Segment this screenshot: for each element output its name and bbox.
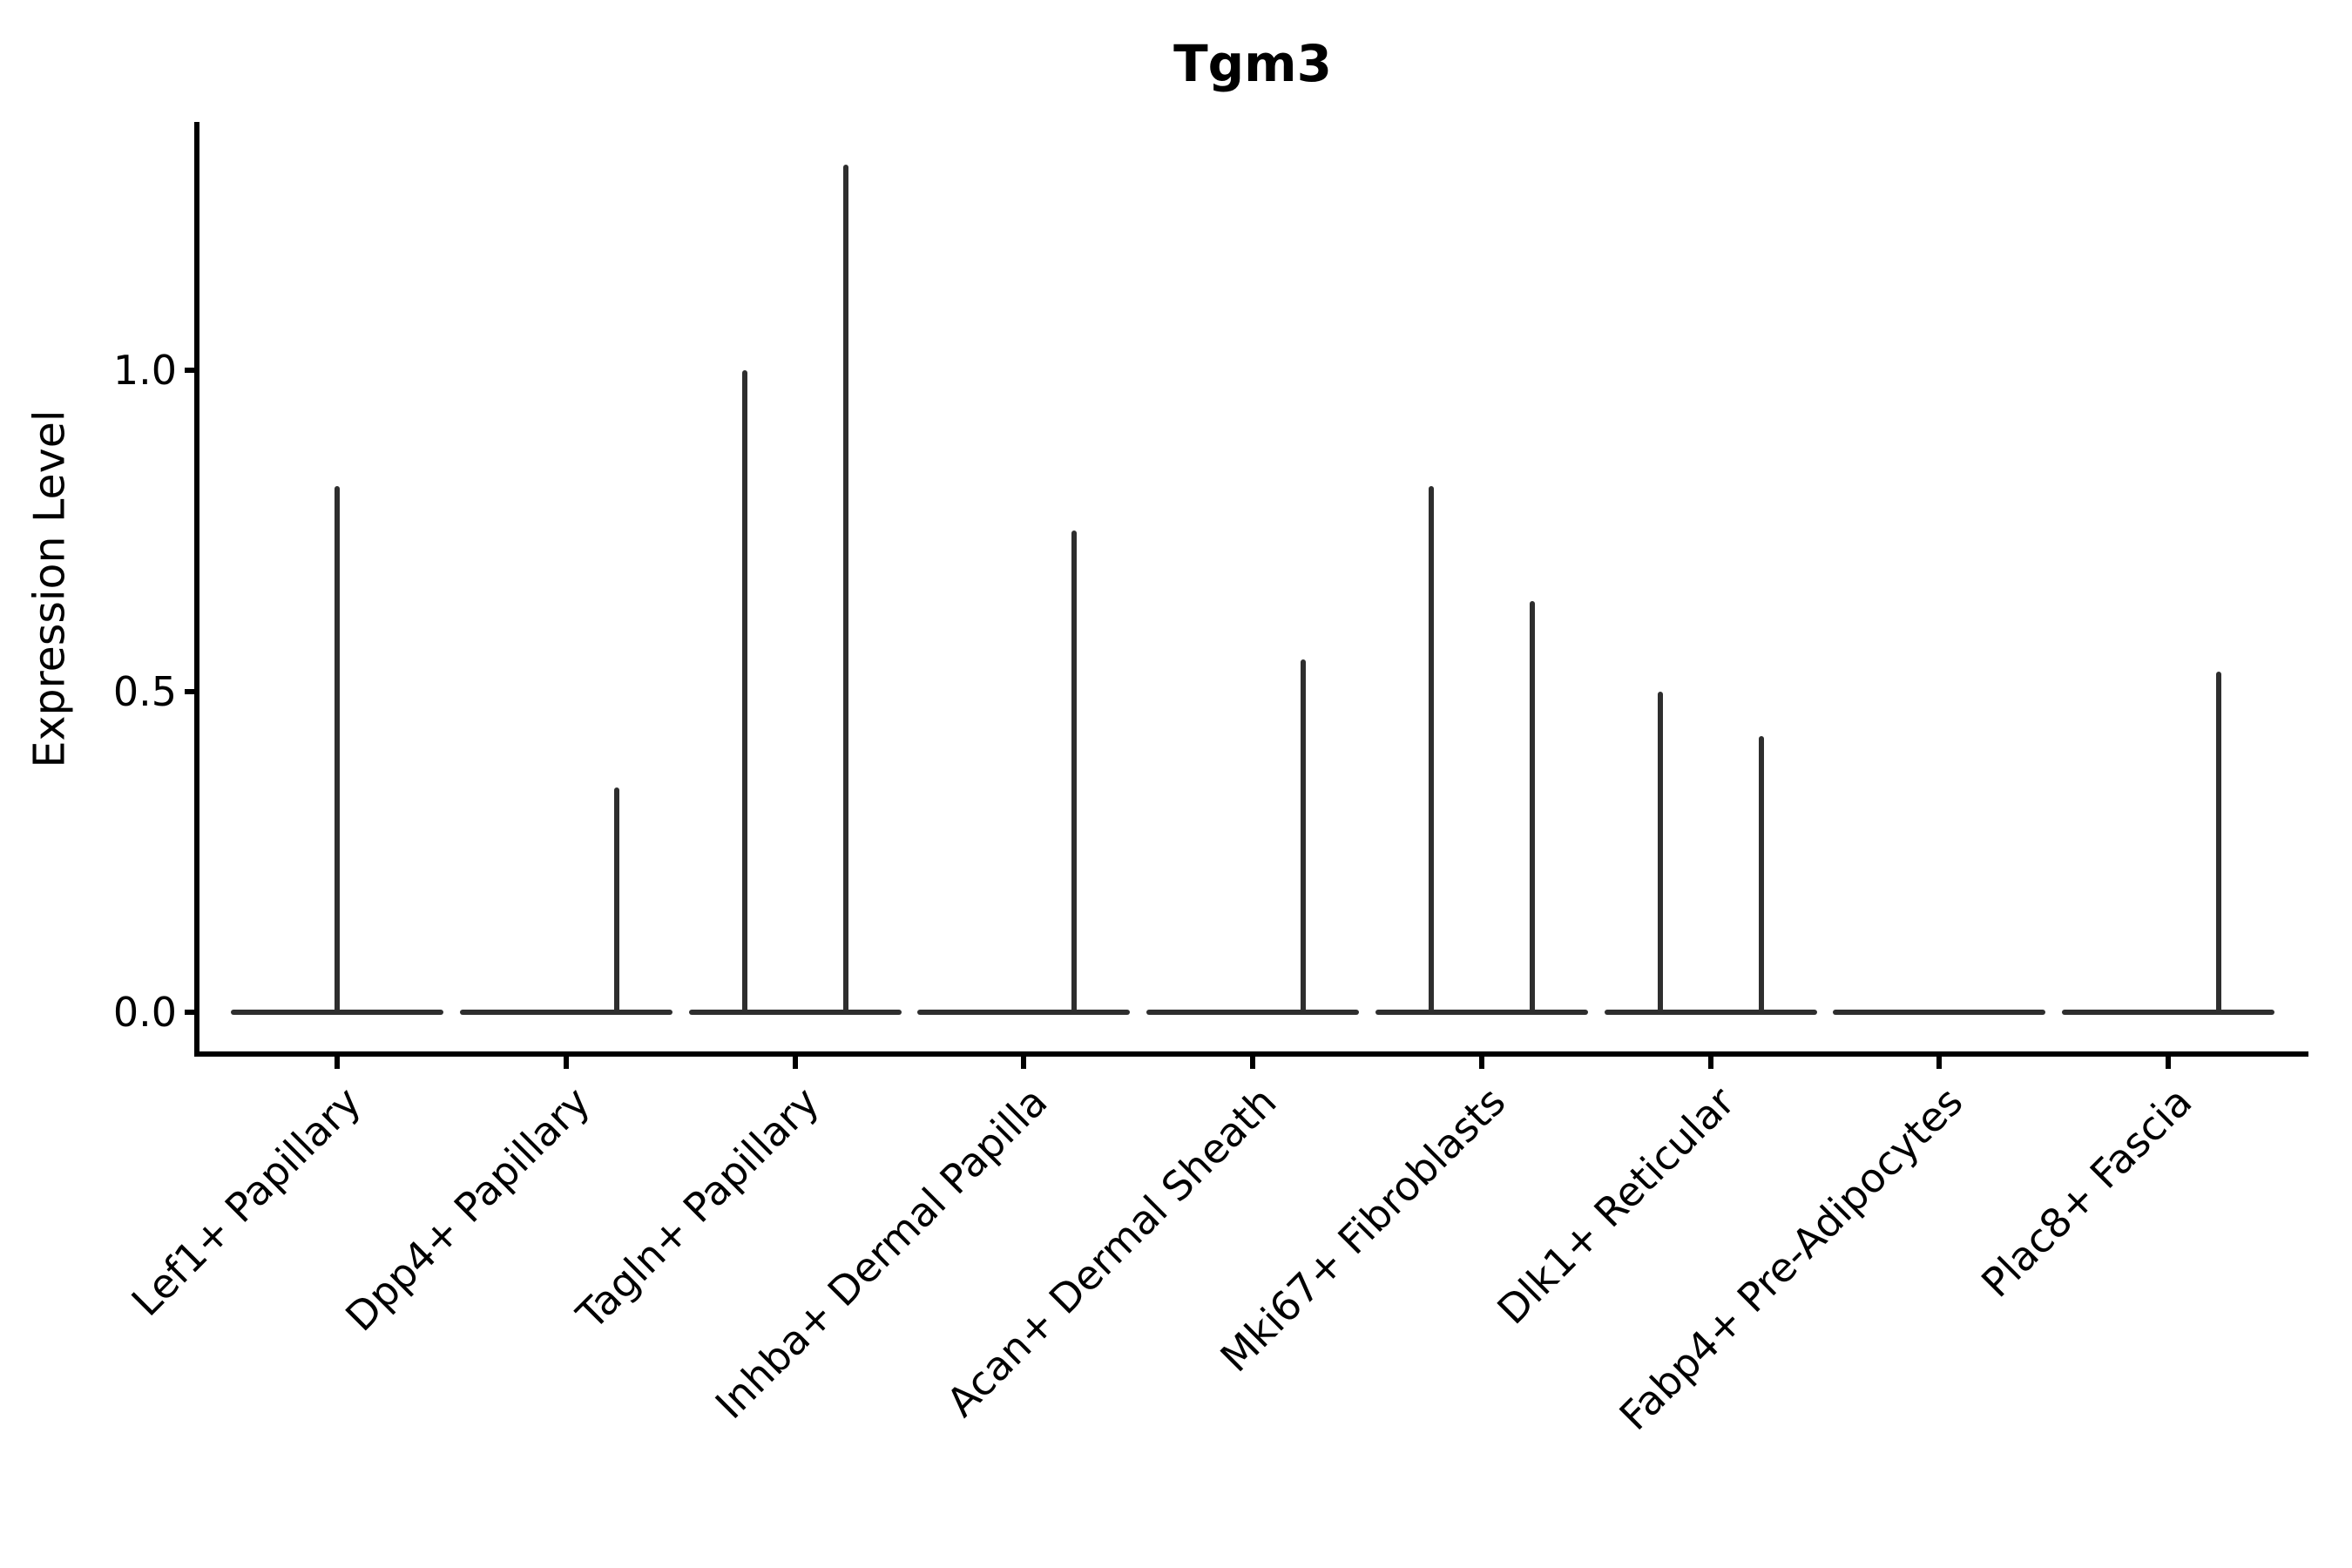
x-tick-label: Dlk1+ Reticular xyxy=(1487,1078,1743,1334)
violin-spike xyxy=(1071,531,1078,1015)
violin-spike xyxy=(1758,736,1764,1015)
x-tick xyxy=(1478,1054,1484,1069)
violin-baseline xyxy=(917,1010,1131,1015)
y-tick-label: 0.5 xyxy=(112,667,177,715)
violin-baseline xyxy=(2062,1010,2274,1015)
violin-baseline xyxy=(688,1010,902,1015)
x-tick xyxy=(1936,1054,1943,1069)
violin-spike xyxy=(741,370,747,1015)
y-tick xyxy=(185,368,198,373)
violin-baseline xyxy=(459,1010,672,1015)
violin-baseline xyxy=(1833,1010,2046,1015)
y-tick xyxy=(185,1010,198,1015)
x-tick xyxy=(2166,1054,2171,1069)
violin-spike xyxy=(613,787,619,1015)
x-tick-label: Dpp4+ Papillary xyxy=(336,1078,599,1341)
x-tick xyxy=(1021,1054,1027,1069)
y-tick-label: 1.0 xyxy=(112,347,177,394)
violin-spike xyxy=(2216,672,2221,1015)
x-tick xyxy=(792,1054,798,1069)
x-tick-label: Lef1+ Papillary xyxy=(122,1078,370,1326)
y-tick xyxy=(185,688,198,694)
violin-spike xyxy=(1428,485,1434,1015)
x-tick xyxy=(563,1054,569,1069)
x-tick xyxy=(1250,1054,1255,1069)
violin-spike xyxy=(1301,659,1306,1015)
x-tick xyxy=(1707,1054,1713,1069)
x-tick-label: Plac8+ Fascia xyxy=(1972,1078,2201,1307)
x-tick-label: Tagln+ Papillary xyxy=(567,1078,828,1339)
y-axis-spine xyxy=(194,122,199,1057)
x-tick xyxy=(335,1054,340,1069)
violin-spike xyxy=(1529,601,1535,1015)
violin-spike xyxy=(1657,691,1663,1015)
violin-spike xyxy=(842,165,848,1015)
y-tick-label: 0.0 xyxy=(112,989,177,1036)
violin-baseline xyxy=(1604,1010,1817,1015)
violin-spike xyxy=(335,485,340,1015)
violin-baseline xyxy=(1146,1010,1359,1015)
plot-title: Tgm3 xyxy=(1173,34,1332,93)
violin-baseline xyxy=(1375,1010,1588,1015)
